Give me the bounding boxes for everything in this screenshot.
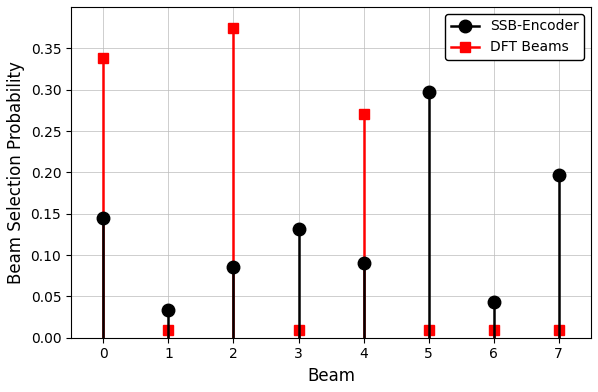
Y-axis label: Beam Selection Probability: Beam Selection Probability (7, 61, 25, 284)
Legend: SSB-Encoder, DFT Beams: SSB-Encoder, DFT Beams (446, 14, 584, 60)
X-axis label: Beam: Beam (307, 367, 355, 385)
